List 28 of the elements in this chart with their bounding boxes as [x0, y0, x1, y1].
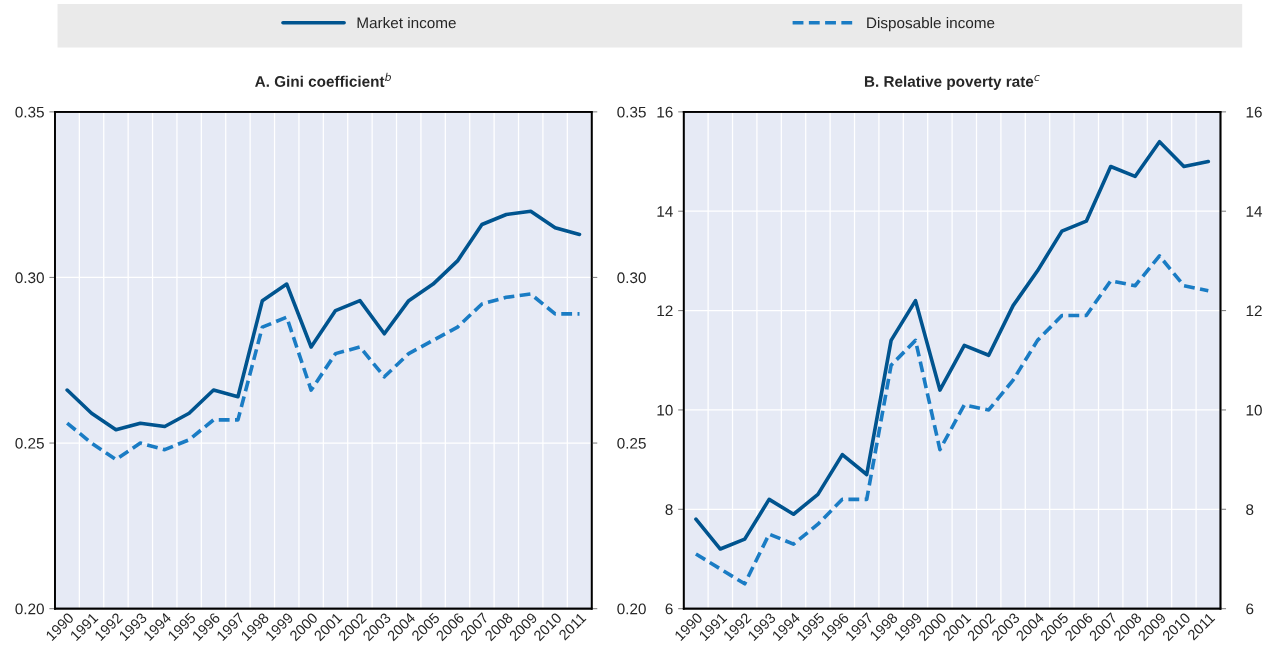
y2-tick-label: 14	[1246, 206, 1263, 217]
y-tick-label: 0.20	[15, 603, 44, 615]
chart-title: B. Relative poverty rate$^{c}$	[864, 74, 1040, 90]
y-tick-label: 0.25	[15, 437, 44, 449]
y2-tick-label: 0.20	[617, 603, 646, 615]
line-series	[65, 209, 582, 432]
y-tick-label: 8	[665, 504, 673, 515]
line-series	[694, 139, 1211, 551]
y2-tick-label: 6	[1246, 603, 1254, 615]
y2-tick-label: 16	[1246, 106, 1262, 118]
y2-tick-label: 12	[1246, 305, 1262, 317]
y2-tick-label: 10	[1246, 404, 1262, 416]
y2-tick-label: 0.25	[617, 437, 646, 449]
y-tick-label: 6	[665, 603, 673, 615]
y-tick-label: 0.35	[15, 106, 44, 118]
legend-label: Market income	[357, 17, 456, 29]
chart-title: A. Gini coefficient$^{b}$	[255, 72, 391, 87]
legend-label: Disposable income	[867, 17, 995, 32]
y2-tick-label: 0.35	[617, 106, 646, 118]
line-series	[694, 254, 1211, 586]
y-tick-label: 0.30	[15, 272, 44, 284]
line-series	[65, 292, 582, 462]
y-tick-label: 10	[657, 404, 673, 416]
y2-tick-label: 8	[1246, 504, 1254, 515]
y-tick-label: 14	[657, 206, 673, 217]
y-tick-label: 16	[657, 106, 673, 118]
y-tick-label: 12	[657, 305, 673, 317]
y2-tick-label: 0.30	[617, 272, 646, 284]
